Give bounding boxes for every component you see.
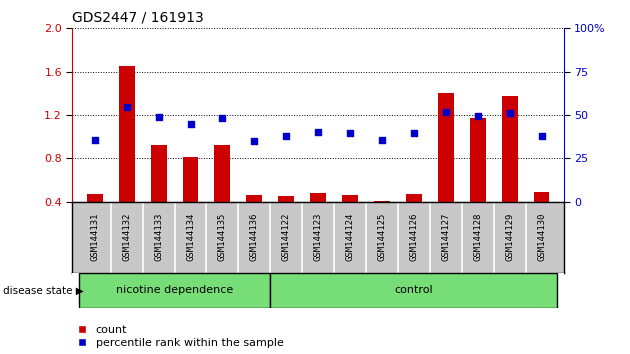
Bar <box>438 93 454 202</box>
Bar <box>374 201 390 202</box>
Bar <box>278 196 294 202</box>
Bar <box>342 195 358 202</box>
Point <box>249 138 260 144</box>
Point <box>345 131 355 136</box>
Bar <box>214 145 231 202</box>
Text: GSM144122: GSM144122 <box>282 213 290 261</box>
Point <box>505 110 515 116</box>
Text: nicotine dependence: nicotine dependence <box>116 285 233 295</box>
Text: GSM144127: GSM144127 <box>441 213 450 261</box>
Text: GSM144123: GSM144123 <box>314 213 323 261</box>
Bar <box>470 118 486 202</box>
Bar <box>183 157 198 202</box>
Text: GDS2447 / 161913: GDS2447 / 161913 <box>72 11 204 25</box>
Point <box>217 115 227 121</box>
Bar <box>118 66 135 202</box>
Point <box>281 133 291 138</box>
Point <box>89 137 100 143</box>
Bar <box>87 194 103 202</box>
Text: GSM144132: GSM144132 <box>122 213 131 261</box>
Point <box>377 137 387 143</box>
Text: disease state ▶: disease state ▶ <box>3 285 84 295</box>
Bar <box>246 195 262 202</box>
Point <box>472 113 483 119</box>
Bar <box>79 273 270 308</box>
Point <box>537 133 547 138</box>
Text: control: control <box>394 285 433 295</box>
Text: GSM144125: GSM144125 <box>377 213 386 261</box>
Point <box>409 131 419 136</box>
Point <box>313 130 323 135</box>
Point <box>154 114 164 120</box>
Text: GSM144136: GSM144136 <box>250 213 259 261</box>
Point <box>185 121 195 127</box>
Text: GSM144134: GSM144134 <box>186 213 195 261</box>
Text: GSM144126: GSM144126 <box>410 213 418 261</box>
Text: GSM144131: GSM144131 <box>90 213 100 261</box>
Text: GSM144133: GSM144133 <box>154 213 163 261</box>
Text: GSM144129: GSM144129 <box>505 213 514 261</box>
Legend: count, percentile rank within the sample: count, percentile rank within the sample <box>78 325 284 348</box>
Bar <box>406 194 422 202</box>
Text: GSM144130: GSM144130 <box>537 213 546 261</box>
Bar <box>151 145 166 202</box>
Text: GSM144124: GSM144124 <box>346 213 355 261</box>
Bar <box>534 192 549 202</box>
Point <box>441 109 451 115</box>
Bar <box>501 96 518 202</box>
Text: GSM144128: GSM144128 <box>473 213 482 261</box>
Text: GSM144135: GSM144135 <box>218 213 227 261</box>
Bar <box>310 193 326 202</box>
Point <box>122 105 132 110</box>
Bar <box>270 273 558 308</box>
